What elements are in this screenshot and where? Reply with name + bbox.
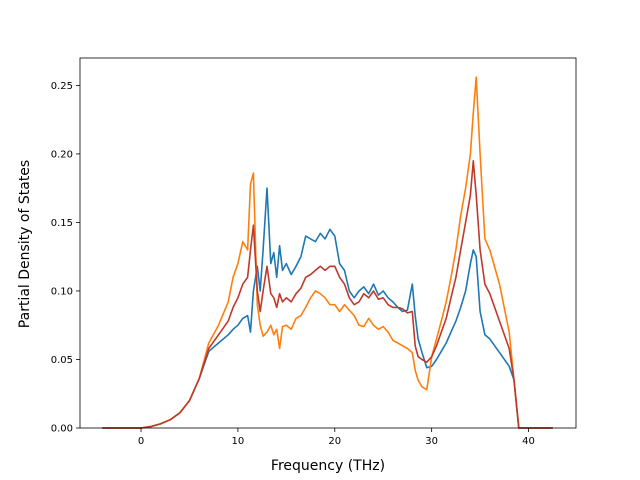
x-tick-label: 20 — [328, 436, 341, 447]
series-line-2 — [102, 76, 553, 429]
y-tick-label: 0.15 — [51, 218, 73, 229]
plot-frame — [79, 57, 577, 429]
y-axis-label: Partial Density of States — [17, 160, 33, 328]
y-tick-label: 0.25 — [51, 81, 73, 92]
series-line-1 — [102, 187, 553, 429]
x-tick-label: 10 — [232, 436, 245, 447]
y-tick-label: 0.05 — [51, 355, 73, 366]
y-tick-label: 0.00 — [51, 424, 73, 435]
x-axis-label: Frequency (THz) — [271, 458, 385, 474]
series-layer — [102, 76, 553, 429]
y-axis-ticks: 0.00 0.05 0.10 0.15 0.20 0.25 — [51, 81, 80, 435]
x-tick-label: 40 — [522, 436, 535, 447]
y-tick-label: 0.10 — [51, 286, 73, 297]
series-line-3 — [102, 160, 553, 429]
x-axis-ticks: 0 10 20 30 40 — [138, 428, 535, 447]
x-tick-label: 30 — [425, 436, 438, 447]
x-tick-label: 0 — [138, 436, 144, 447]
y-tick-label: 0.20 — [51, 149, 73, 160]
